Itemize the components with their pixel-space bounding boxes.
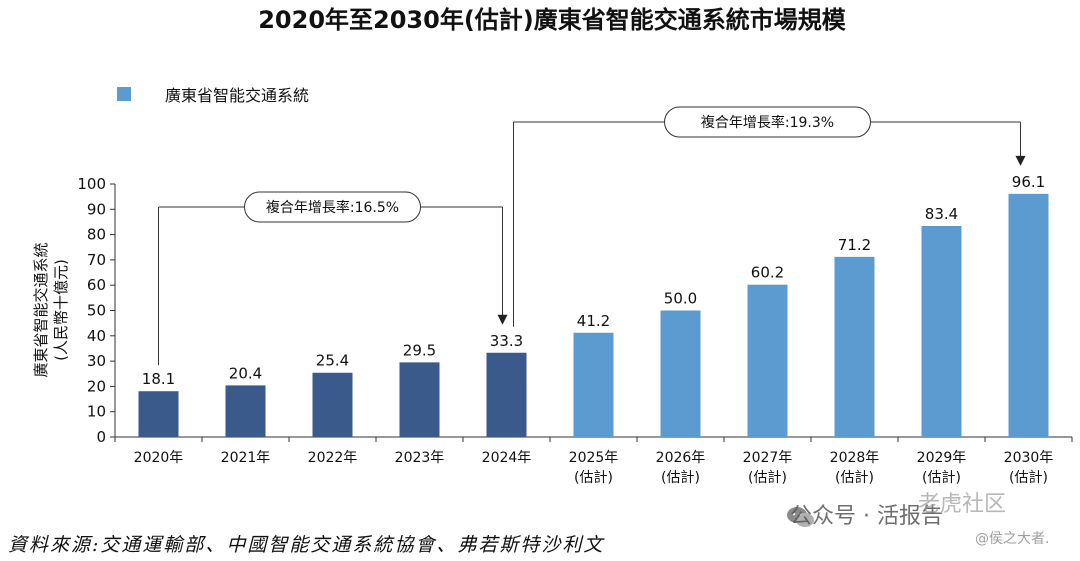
- cagr-annotations: 複合年增長率:16.5% 複合年增長率:19.3%: [158, 106, 1026, 366]
- x-tick-sublabel: (估計): [574, 470, 613, 486]
- y-tick-label: 20: [87, 377, 106, 395]
- x-tick-sublabel: (估計): [1009, 470, 1048, 486]
- wechat-icon: [787, 507, 814, 527]
- y-tick-label: 90: [87, 200, 106, 218]
- legend-swatch: [117, 87, 131, 101]
- bar: [660, 310, 701, 437]
- y-tick-label: 30: [87, 352, 106, 370]
- bars: 18.1 2020年 20.4 2021年 25.4 2022年 29.5 2023年 33.3…: [134, 173, 1054, 486]
- x-tick-label: 2020年: [134, 450, 184, 466]
- x-tick-label: 2030年: [1004, 450, 1054, 466]
- cagr-arrowhead: [1015, 155, 1026, 166]
- bar-value-label: 96.1: [1012, 173, 1045, 191]
- bar: [1008, 193, 1049, 437]
- x-tick-sublabel: (估計): [661, 470, 700, 486]
- bar-value-label: 41.2: [577, 312, 610, 330]
- bar: [747, 284, 788, 437]
- y-tick-label: 50: [87, 302, 106, 320]
- watermark-author: @侯之大者.: [975, 531, 1050, 547]
- cagr-label: 複合年增長率:19.3%: [701, 114, 834, 131]
- bar-value-label: 33.3: [490, 332, 523, 350]
- source-note: 資料來源:交通運輸部、中國智能交通系統協會、弗若斯特沙利文: [8, 534, 605, 556]
- y-tick-label: 80: [87, 226, 106, 244]
- bar: [399, 362, 440, 437]
- y-axis-title-line2: (人民幣十億元): [52, 259, 70, 361]
- y-tick-label: 100: [77, 175, 106, 193]
- bar-value-label: 71.2: [838, 236, 871, 254]
- bar: [486, 352, 527, 437]
- bar: [138, 391, 179, 437]
- bar-value-label: 20.4: [229, 364, 262, 382]
- x-tick-label: 2029年: [917, 450, 967, 466]
- bar: [834, 256, 875, 437]
- x-tick-sublabel: (估計): [922, 470, 961, 486]
- bar-value-label: 50.0: [664, 290, 697, 308]
- y-tick-label: 60: [87, 276, 106, 294]
- chart-title: 2020年至2030年(估計)廣東省智能交通系統市場規模: [258, 6, 847, 34]
- y-tick-label: 40: [87, 327, 106, 345]
- bar: [921, 225, 962, 437]
- axes: 0 10 20 30 40 50 60 70 80 90 100: [77, 175, 1073, 446]
- bar-value-label: 29.5: [403, 341, 436, 359]
- x-tick-label: 2025年: [569, 450, 619, 466]
- cagr-bubble: [664, 106, 871, 138]
- watermark-site: 老虎社区: [918, 492, 1007, 517]
- y-tick-label: 70: [87, 251, 106, 269]
- y-axis-title-line1: 廣東省智能交通系統: [32, 242, 50, 377]
- x-tick-label: 2028年: [830, 450, 880, 466]
- x-tick-sublabel: (估計): [748, 470, 787, 486]
- cagr-bubble: [244, 191, 421, 223]
- bar: [312, 372, 353, 437]
- cagr-label: 複合年增長率:16.5%: [266, 199, 399, 216]
- bar-value-label: 18.1: [142, 370, 175, 388]
- bar: [573, 332, 614, 437]
- x-tick-label: 2026年: [656, 450, 706, 466]
- bar-value-label: 60.2: [751, 264, 784, 282]
- x-tick-label: 2022年: [308, 450, 358, 466]
- bar-value-label: 83.4: [925, 205, 958, 223]
- y-tick-label: 10: [87, 403, 106, 421]
- bar-value-label: 25.4: [316, 352, 349, 370]
- cagr-arrowhead: [497, 314, 508, 325]
- x-tick-label: 2023年: [395, 450, 445, 466]
- bar: [225, 385, 266, 437]
- x-tick-label: 2027年: [743, 450, 793, 466]
- x-tick-sublabel: (估計): [835, 470, 874, 486]
- x-tick-label: 2024年: [482, 450, 532, 466]
- y-axis-title: 廣東省智能交通系統 (人民幣十億元): [32, 242, 70, 377]
- legend-label: 廣東省智能交通系統: [165, 86, 309, 105]
- x-tick-label: 2021年: [221, 450, 271, 466]
- y-tick-label: 0: [96, 428, 106, 446]
- watermark-wechat: 公众号 · 活报告: [790, 504, 943, 529]
